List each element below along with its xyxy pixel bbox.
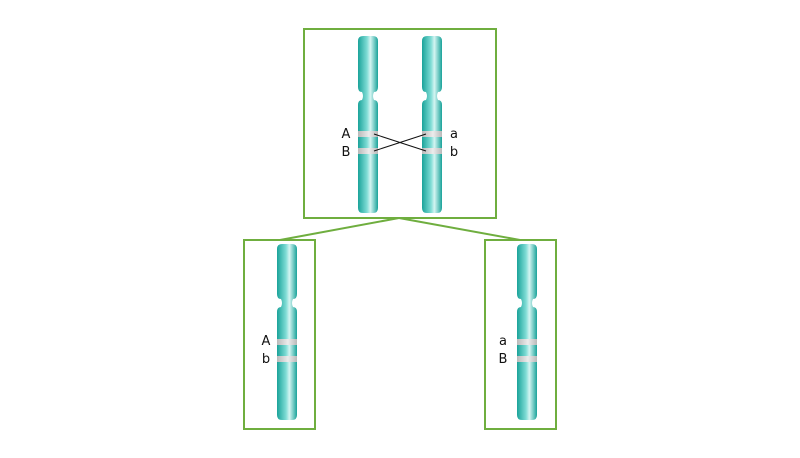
offspring-left-chromosome bbox=[277, 244, 297, 420]
gene-band-top bbox=[517, 339, 537, 345]
parent-frame bbox=[303, 28, 497, 219]
gene-band-bottom bbox=[517, 356, 537, 362]
gene-band-top bbox=[358, 131, 378, 137]
parent-left-gene-top-label: A bbox=[342, 127, 351, 142]
offspring-right-gene-top-label: a bbox=[499, 334, 507, 349]
gene-band-top bbox=[277, 339, 297, 345]
gene-band-top bbox=[422, 131, 442, 137]
gene-band-bottom bbox=[422, 148, 442, 154]
offspring-left-gene-top-label: A bbox=[262, 334, 271, 349]
gene-band-bottom bbox=[358, 148, 378, 154]
offspring-left-gene-bottom-label: b bbox=[262, 352, 270, 367]
offspring-right-gene-bottom-label: B bbox=[499, 352, 508, 367]
parent-right-gene-bottom-label: b bbox=[450, 145, 458, 160]
parent-left-chromosome bbox=[358, 36, 378, 213]
crossover-line-2 bbox=[373, 133, 427, 152]
parent-right-gene-top-label: a bbox=[450, 127, 458, 142]
connector-line-right bbox=[398, 217, 521, 241]
parent-right-chromosome bbox=[422, 36, 442, 213]
gene-band-bottom bbox=[277, 356, 297, 362]
connector-line-left bbox=[279, 217, 400, 241]
offspring-right-chromosome bbox=[517, 244, 537, 420]
parent-left-gene-bottom-label: B bbox=[342, 145, 351, 160]
